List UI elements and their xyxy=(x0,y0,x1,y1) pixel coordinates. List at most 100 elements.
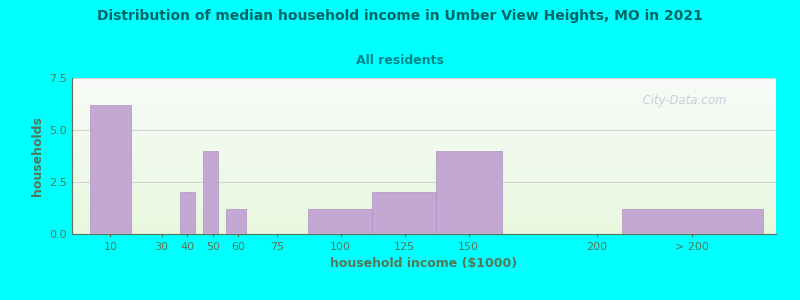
Bar xyxy=(72,232,776,234)
Bar xyxy=(72,147,776,148)
Bar xyxy=(72,94,776,95)
Bar xyxy=(72,217,776,218)
Bar xyxy=(72,111,776,112)
Bar xyxy=(72,165,776,167)
Bar xyxy=(72,134,776,136)
Bar xyxy=(72,186,776,187)
X-axis label: household income ($1000): household income ($1000) xyxy=(330,257,518,270)
Bar xyxy=(72,198,776,200)
Bar xyxy=(72,204,776,206)
Bar xyxy=(72,80,776,81)
Bar xyxy=(72,143,776,145)
Bar xyxy=(72,118,776,120)
Bar xyxy=(72,184,776,186)
Bar xyxy=(72,181,776,182)
Text: City-Data.com: City-Data.com xyxy=(635,94,727,106)
Bar xyxy=(622,209,763,234)
Y-axis label: households: households xyxy=(31,116,44,196)
Bar xyxy=(72,200,776,201)
Bar xyxy=(72,104,776,106)
Bar xyxy=(72,112,776,114)
Bar xyxy=(72,223,776,225)
Bar xyxy=(72,187,776,189)
Bar xyxy=(72,190,776,192)
Bar xyxy=(90,105,131,234)
Bar xyxy=(72,108,776,109)
Bar xyxy=(72,148,776,150)
Bar xyxy=(72,153,776,154)
Bar xyxy=(72,212,776,214)
Bar xyxy=(72,229,776,231)
Text: Distribution of median household income in Umber View Heights, MO in 2021: Distribution of median household income … xyxy=(97,9,703,23)
Bar xyxy=(72,122,776,123)
Bar xyxy=(371,192,438,234)
Bar xyxy=(72,192,776,194)
Bar xyxy=(72,231,776,232)
Bar xyxy=(226,209,246,234)
Bar xyxy=(72,95,776,97)
Bar xyxy=(72,170,776,172)
Bar xyxy=(435,151,502,234)
Bar xyxy=(72,117,776,118)
Bar xyxy=(72,116,776,117)
Bar xyxy=(72,209,776,211)
Bar xyxy=(72,114,776,116)
Bar xyxy=(72,220,776,221)
Bar xyxy=(72,128,776,130)
Text: All residents: All residents xyxy=(356,54,444,67)
Bar xyxy=(72,225,776,226)
Bar xyxy=(72,172,776,173)
Bar xyxy=(72,97,776,98)
Bar xyxy=(72,226,776,228)
Bar xyxy=(72,137,776,139)
Bar xyxy=(72,150,776,151)
Bar xyxy=(72,83,776,84)
Bar xyxy=(72,92,776,94)
Bar xyxy=(72,195,776,196)
Bar xyxy=(72,133,776,134)
Bar xyxy=(72,161,776,162)
Bar xyxy=(72,167,776,169)
Bar xyxy=(72,175,776,176)
Bar xyxy=(72,164,776,165)
Bar xyxy=(72,109,776,111)
Bar xyxy=(72,151,776,153)
Bar xyxy=(72,125,776,126)
Bar xyxy=(72,87,776,89)
Bar xyxy=(307,209,374,234)
Bar xyxy=(72,86,776,87)
Bar xyxy=(72,201,776,203)
Bar xyxy=(72,145,776,147)
Bar xyxy=(72,101,776,103)
Bar xyxy=(72,215,776,217)
Bar xyxy=(72,89,776,91)
Bar xyxy=(72,218,776,220)
Bar xyxy=(202,151,218,234)
Bar xyxy=(72,126,776,128)
Bar xyxy=(72,194,776,195)
Bar xyxy=(72,131,776,133)
Bar xyxy=(72,158,776,159)
Bar xyxy=(72,203,776,204)
Bar xyxy=(72,106,776,108)
Bar xyxy=(72,154,776,156)
Bar xyxy=(72,139,776,140)
Bar xyxy=(72,100,776,101)
Bar xyxy=(72,211,776,212)
Bar xyxy=(72,182,776,184)
Bar xyxy=(72,130,776,131)
Bar xyxy=(72,156,776,158)
Bar xyxy=(72,228,776,229)
Bar xyxy=(72,136,776,137)
Bar xyxy=(72,98,776,100)
Bar xyxy=(72,142,776,143)
Bar xyxy=(72,169,776,170)
Bar xyxy=(72,176,776,178)
Bar xyxy=(72,206,776,208)
Bar xyxy=(72,78,776,80)
Bar xyxy=(72,173,776,175)
Bar xyxy=(72,159,776,161)
Bar xyxy=(72,140,776,142)
Bar xyxy=(72,81,776,83)
Bar xyxy=(72,221,776,223)
